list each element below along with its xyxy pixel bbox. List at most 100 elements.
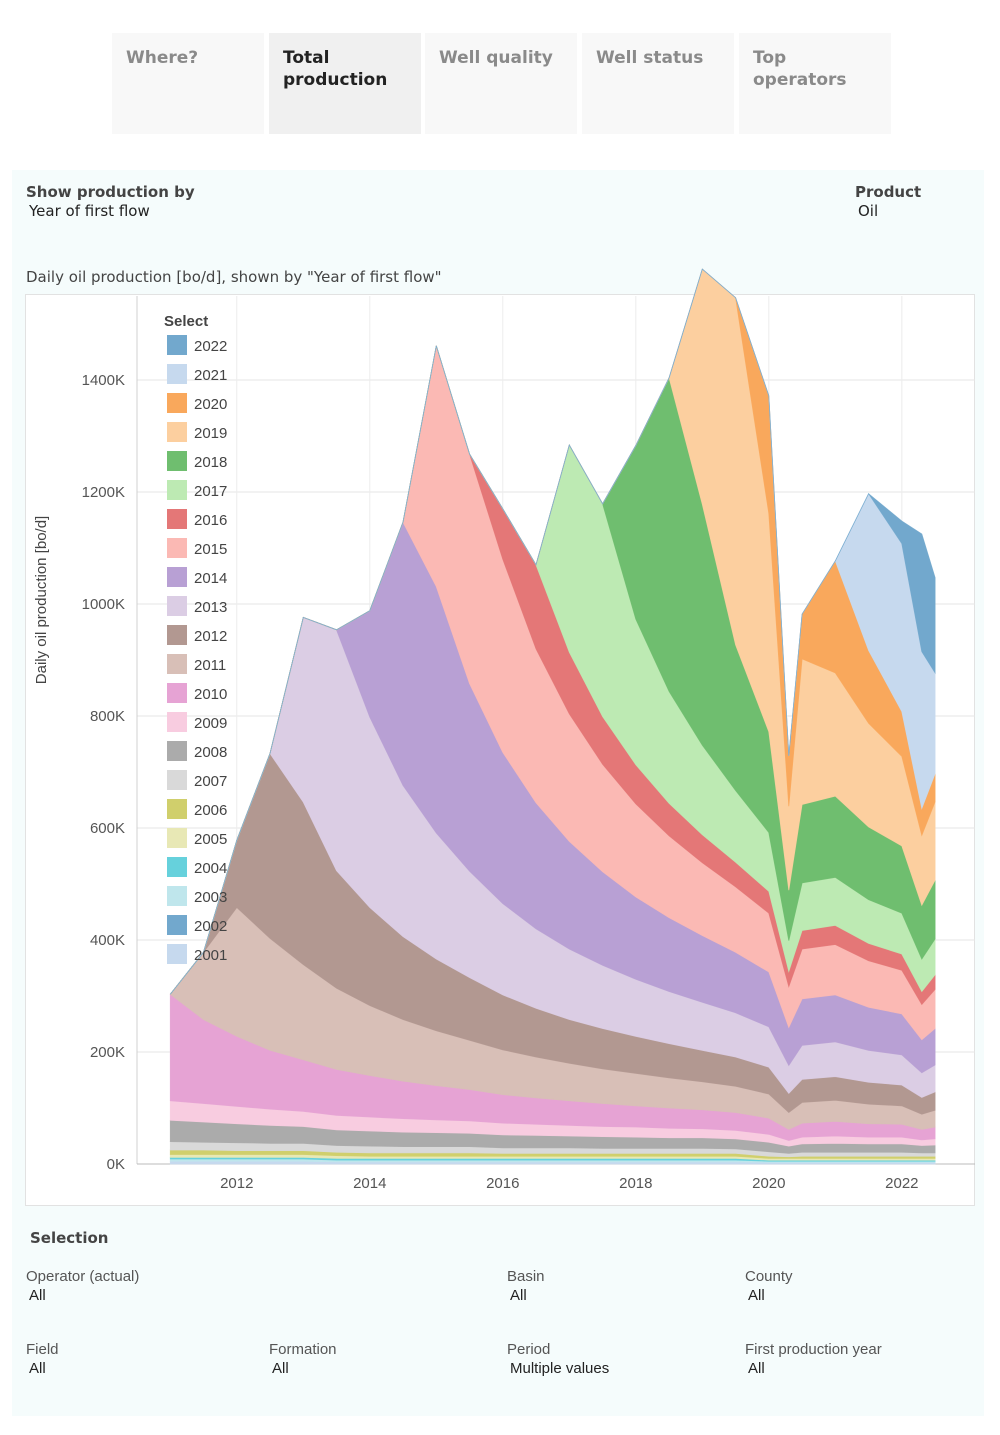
legend-item-2001[interactable]: 2001 [167, 944, 227, 964]
filter-value-first-production-year[interactable]: All [748, 1360, 765, 1377]
legend-label: 2006 [194, 802, 227, 819]
legend-item-2019[interactable]: 2019 [167, 422, 227, 442]
legend-item-2006[interactable]: 2006 [167, 799, 227, 819]
legend-swatch [167, 770, 187, 790]
x-tick-label: 2020 [752, 1175, 785, 1192]
legend-item-2004[interactable]: 2004 [167, 857, 227, 877]
filter-label-field: Field [26, 1341, 59, 1358]
legend-label: 2003 [194, 889, 227, 906]
filter-value-period[interactable]: Multiple values [510, 1360, 610, 1377]
legend-swatch [167, 335, 187, 355]
x-tick-label: 2014 [353, 1175, 386, 1192]
filter-value-field[interactable]: All [29, 1360, 46, 1377]
legend-swatch [167, 364, 187, 384]
legend-item-2002[interactable]: 2002 [167, 915, 227, 935]
y-tick-label: 600K [90, 820, 125, 837]
legend-item-2018[interactable]: 2018 [167, 451, 227, 471]
filter-value-formation[interactable]: All [272, 1360, 289, 1377]
legend-item-2022[interactable]: 2022 [167, 335, 227, 355]
y-tick-label: 1400K [82, 372, 125, 389]
legend-label: 2012 [194, 628, 227, 645]
filter-label-formation: Formation [269, 1341, 337, 1358]
legend-label: 2008 [194, 744, 227, 761]
legend-item-2003[interactable]: 2003 [167, 886, 227, 906]
legend-swatch [167, 712, 187, 732]
legend-label: 2016 [194, 512, 227, 529]
product-selector[interactable]: Oil [858, 202, 879, 220]
tab-total-production[interactable]: Total production [269, 33, 421, 134]
filter-label-first-production-year: First production year [745, 1341, 882, 1358]
legend-label: 2021 [194, 367, 227, 384]
legend-label: 2001 [194, 947, 227, 964]
legend-label: 2005 [194, 831, 227, 848]
legend-label: 2020 [194, 396, 227, 413]
tab-where[interactable]: Where? [112, 33, 264, 134]
legend-item-2017[interactable]: 2017 [167, 480, 227, 500]
legend-item-2016[interactable]: 2016 [167, 509, 227, 529]
x-tick-label: 2018 [619, 1175, 652, 1192]
show-by-label: Show production by [26, 183, 195, 201]
tab-well-status[interactable]: Well status [582, 33, 734, 134]
legend-swatch [167, 451, 187, 471]
legend-item-2015[interactable]: 2015 [167, 538, 227, 558]
filter-label-period: Period [507, 1341, 551, 1358]
filter-label-county: County [745, 1268, 793, 1285]
tab-well-quality[interactable]: Well quality [425, 33, 577, 134]
chart-title: Daily oil production [bo/d], shown by "Y… [26, 268, 442, 286]
legend-item-2021[interactable]: 2021 [167, 364, 227, 384]
legend-label: 2017 [194, 483, 227, 500]
legend-label: 2018 [194, 454, 227, 471]
dashboard-tabs: Where? Total production Well quality Wel… [112, 33, 894, 134]
legend-swatch [167, 828, 187, 848]
legend-item-2005[interactable]: 2005 [167, 828, 227, 848]
filter-label-basin: Basin [507, 1268, 545, 1285]
legend-item-2012[interactable]: 2012 [167, 625, 227, 645]
legend-item-2008[interactable]: 2008 [167, 741, 227, 761]
product-label: Product [855, 183, 922, 201]
y-tick-label: 1200K [82, 484, 125, 501]
legend-swatch [167, 654, 187, 674]
area-series-2022[interactable] [169, 268, 936, 995]
legend-item-2011[interactable]: 2011 [167, 654, 226, 674]
legend-swatch [167, 567, 187, 587]
legend-swatch [167, 422, 187, 442]
filter-value-basin[interactable]: All [510, 1287, 527, 1304]
legend-label: 2011 [194, 657, 226, 674]
legend-swatch [167, 886, 187, 906]
legend-swatch [167, 538, 187, 558]
y-tick-label: 200K [90, 1044, 125, 1061]
x-tick-label: 2022 [885, 1175, 918, 1192]
legend-swatch [167, 509, 187, 529]
legend-item-2014[interactable]: 2014 [167, 567, 227, 587]
legend-swatch [167, 799, 187, 819]
legend-swatch [167, 596, 187, 616]
legend-item-2020[interactable]: 2020 [167, 393, 227, 413]
y-tick-label: 800K [90, 708, 125, 725]
legend-title: Select [164, 313, 208, 330]
y-tick-label: 1000K [82, 596, 125, 613]
show-by-selector[interactable]: Year of first flow [29, 202, 150, 220]
legend-label: 2014 [194, 570, 227, 587]
legend-swatch [167, 625, 187, 645]
x-tick-label: 2016 [486, 1175, 519, 1192]
legend-swatch [167, 393, 187, 413]
legend-item-2013[interactable]: 2013 [167, 596, 227, 616]
filter-value-county[interactable]: All [748, 1287, 765, 1304]
legend-swatch [167, 944, 187, 964]
tab-top-operators[interactable]: Top operators [739, 33, 891, 134]
legend-item-2007[interactable]: 2007 [167, 770, 227, 790]
legend-label: 2004 [194, 860, 227, 877]
selection-title: Selection [30, 1229, 109, 1247]
x-tick-label: 2012 [220, 1175, 253, 1192]
legend-label: 2019 [194, 425, 227, 442]
legend-swatch [167, 915, 187, 935]
legend-swatch [167, 683, 187, 703]
y-tick-label: 0K [107, 1156, 125, 1173]
legend-label: 2010 [194, 686, 227, 703]
y-axis-label: Daily oil production [bo/d] [33, 516, 50, 684]
filter-value-operator[interactable]: All [29, 1287, 46, 1304]
legend-label: 2022 [194, 338, 227, 355]
legend-item-2009[interactable]: 2009 [167, 712, 227, 732]
legend-item-2010[interactable]: 2010 [167, 683, 227, 703]
